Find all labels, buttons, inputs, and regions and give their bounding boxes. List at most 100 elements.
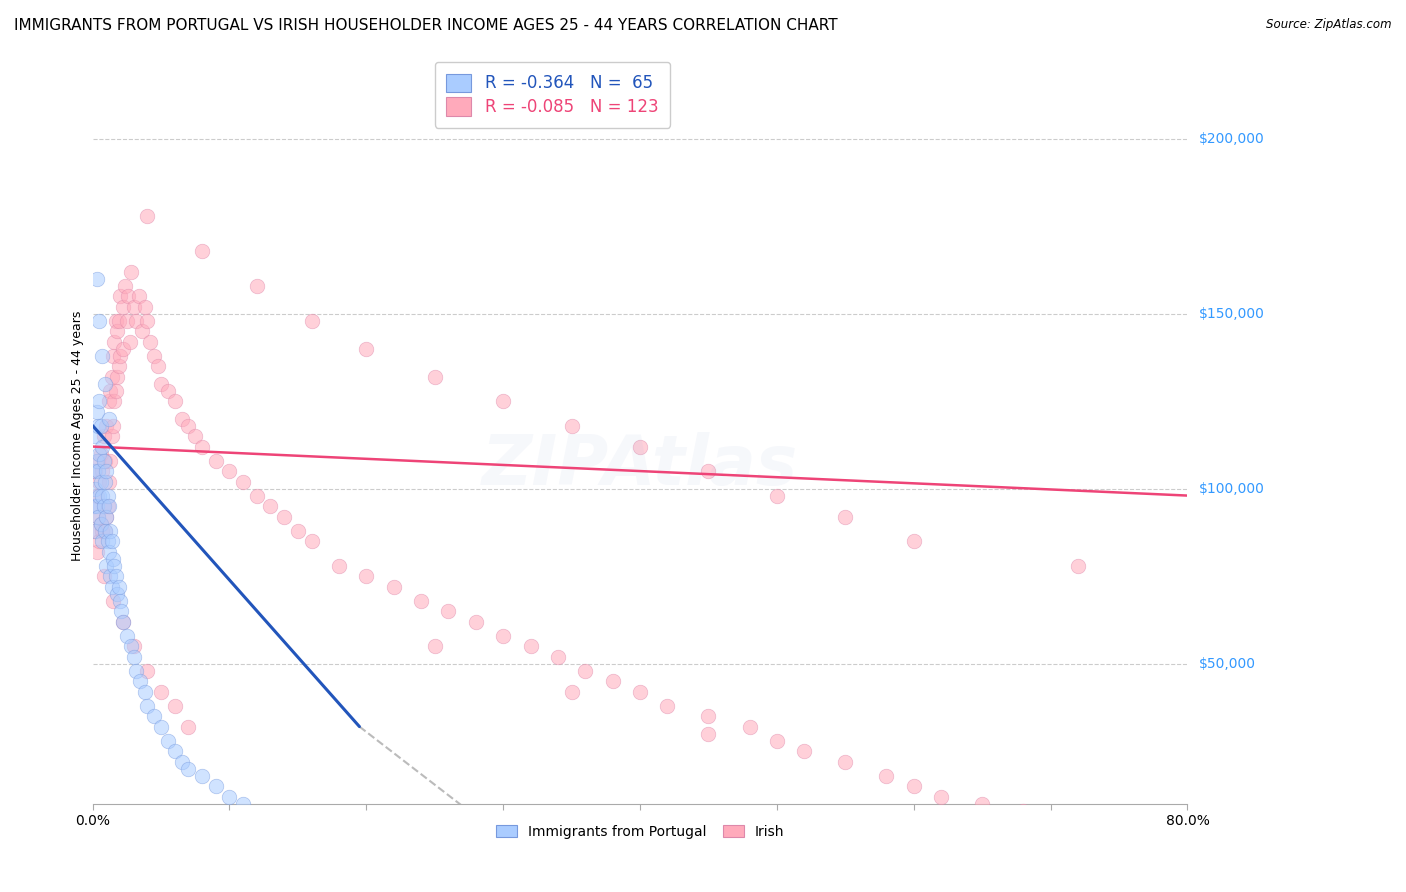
Point <box>111 615 134 629</box>
Point <box>246 489 269 503</box>
Point <box>423 639 446 653</box>
Point <box>136 698 159 713</box>
Point <box>96 509 118 524</box>
Point <box>87 453 110 467</box>
Text: IMMIGRANTS FROM PORTUGAL VS IRISH HOUSEHOLDER INCOME AGES 25 - 44 YEARS CORRELAT: IMMIGRANTS FROM PORTUGAL VS IRISH HOUSEH… <box>14 18 838 33</box>
Point <box>97 489 120 503</box>
Point <box>91 440 114 454</box>
Point <box>134 300 156 314</box>
Point <box>98 394 121 409</box>
Point <box>94 524 117 538</box>
Point <box>93 499 115 513</box>
Point <box>177 720 200 734</box>
Point <box>105 586 128 600</box>
Point <box>204 779 226 793</box>
Point <box>191 769 214 783</box>
Point <box>191 440 214 454</box>
Point <box>139 334 162 349</box>
Point <box>86 489 108 503</box>
Point <box>134 684 156 698</box>
Point <box>218 464 240 478</box>
Point <box>1039 811 1062 825</box>
Point <box>84 524 107 538</box>
Point <box>492 629 515 643</box>
Point <box>356 342 378 356</box>
Point <box>111 342 134 356</box>
Point <box>184 429 207 443</box>
Point <box>87 418 110 433</box>
Point <box>105 369 128 384</box>
Point <box>1012 804 1035 818</box>
Point <box>464 615 486 629</box>
Point <box>766 733 789 747</box>
Point <box>111 615 134 629</box>
Point <box>128 289 150 303</box>
Point <box>117 289 139 303</box>
Point <box>1067 814 1090 829</box>
Point <box>111 300 134 314</box>
Y-axis label: Householder Income Ages 25 - 44 years: Householder Income Ages 25 - 44 years <box>72 311 84 561</box>
Point <box>177 762 200 776</box>
Point <box>301 313 323 327</box>
Point <box>98 569 121 583</box>
Point <box>122 639 145 653</box>
Point <box>100 580 122 594</box>
Point <box>84 429 107 443</box>
Point <box>86 499 108 513</box>
Point <box>103 558 125 573</box>
Point <box>423 369 446 384</box>
Point <box>409 593 432 607</box>
Point <box>96 418 118 433</box>
Point <box>91 534 114 549</box>
Point <box>96 464 118 478</box>
Point <box>143 709 166 723</box>
Point <box>103 334 125 349</box>
Point <box>118 334 141 349</box>
Point <box>86 453 108 467</box>
Point <box>301 534 323 549</box>
Point <box>83 499 105 513</box>
Point <box>89 313 111 327</box>
Point <box>122 649 145 664</box>
Point <box>163 744 186 758</box>
Point <box>89 446 111 460</box>
Point <box>519 639 541 653</box>
Text: $100,000: $100,000 <box>1198 482 1264 496</box>
Point <box>105 324 128 338</box>
Point <box>100 534 122 549</box>
Point <box>120 264 142 278</box>
Point <box>98 524 121 538</box>
Point <box>89 534 111 549</box>
Point <box>150 376 173 391</box>
Point <box>104 313 127 327</box>
Point <box>89 394 111 409</box>
Point <box>1067 558 1090 573</box>
Text: ZIPAtlas: ZIPAtlas <box>482 432 799 499</box>
Point <box>83 464 105 478</box>
Point <box>101 593 124 607</box>
Point <box>657 698 679 713</box>
Point <box>91 524 114 538</box>
Point <box>834 509 856 524</box>
Point <box>98 544 121 558</box>
Point <box>98 499 121 513</box>
Point <box>903 534 925 549</box>
Text: Source: ZipAtlas.com: Source: ZipAtlas.com <box>1267 18 1392 31</box>
Point <box>191 244 214 258</box>
Legend: Immigrants from Portugal, Irish: Immigrants from Portugal, Irish <box>491 820 790 845</box>
Point <box>91 349 114 363</box>
Point <box>107 313 129 327</box>
Point <box>86 544 108 558</box>
Point <box>738 720 761 734</box>
Point <box>96 509 118 524</box>
Point <box>697 709 720 723</box>
Point <box>87 464 110 478</box>
Point <box>103 394 125 409</box>
Point <box>382 580 405 594</box>
Point <box>204 453 226 467</box>
Point <box>929 789 952 804</box>
Point <box>86 271 108 285</box>
Point <box>628 684 651 698</box>
Point <box>246 278 269 293</box>
Point <box>1108 817 1130 831</box>
